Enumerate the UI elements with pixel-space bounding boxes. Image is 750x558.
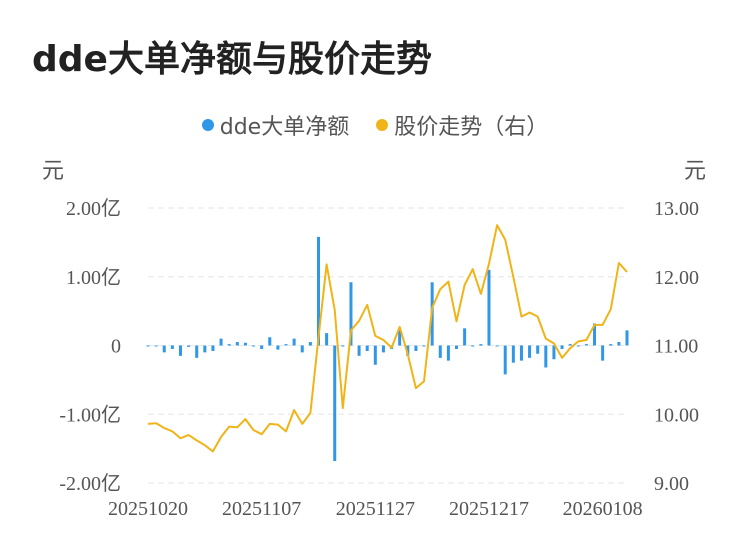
left-tick-label: 1.00亿 <box>66 266 121 289</box>
left-tick-label: 2.00亿 <box>66 197 121 220</box>
right-axis-unit: 元 <box>684 158 706 183</box>
x-tick-label: 20251217 <box>449 498 529 520</box>
x-tick-label: 20251107 <box>222 498 301 520</box>
dde-bar <box>438 345 442 358</box>
legend-label-dde: dde大单净额 <box>219 115 350 140</box>
dde-bar <box>414 345 418 351</box>
dde-bar <box>398 330 402 346</box>
legend-dot-price <box>376 119 389 131</box>
right-tick-label: 9.00 <box>654 473 689 495</box>
dde-bar <box>365 345 369 351</box>
dde-bar <box>276 345 280 350</box>
x-tick-label: 20251020 <box>108 498 188 520</box>
dde-bar <box>617 342 621 346</box>
dde-bar <box>162 345 166 353</box>
dde-bar <box>252 345 256 347</box>
dde-bar <box>308 342 312 346</box>
dde-bar <box>422 345 426 347</box>
dde-bar <box>219 338 223 346</box>
dde-bar <box>154 345 158 347</box>
dde-bar <box>593 323 597 346</box>
dde-bar <box>178 345 182 356</box>
dde-bar <box>609 344 613 346</box>
legend: dde大单净额 股价走势（右） <box>0 109 750 141</box>
dde-bar <box>487 269 491 346</box>
left-tick-label: -1.00亿 <box>59 403 121 426</box>
dde-bar <box>284 344 288 346</box>
dde-bar <box>260 345 264 349</box>
dde-bar <box>471 345 475 347</box>
dde-bar <box>552 345 556 360</box>
dde-bar <box>625 330 629 346</box>
price-line <box>147 224 628 453</box>
dde-bar <box>203 345 207 353</box>
dde-bar <box>463 328 467 346</box>
dde-bar <box>195 345 199 358</box>
dde-bar <box>528 345 532 358</box>
dde-bar <box>268 337 272 346</box>
dde-bar <box>292 338 296 346</box>
dde-bar <box>187 345 191 347</box>
dde-bar <box>325 333 329 346</box>
dde-bar <box>341 345 345 347</box>
dde-bar <box>584 344 588 346</box>
right-tick-label: 12.00 <box>654 267 699 289</box>
chart-title: dde大单净额与股价走势 <box>32 39 432 80</box>
left-axis-unit: 元 <box>42 158 64 183</box>
legend-item-price[interactable]: 股价走势（右） <box>376 109 548 141</box>
dde-bar <box>536 345 540 354</box>
right-tick-label: 13.00 <box>654 198 699 220</box>
dde-bar <box>560 345 564 349</box>
right-tick-label: 10.00 <box>654 404 699 426</box>
dde-bar <box>300 345 304 353</box>
dde-bar <box>390 345 394 349</box>
dde-bar <box>576 345 580 347</box>
dde-bar <box>243 342 247 346</box>
legend-dot-dde <box>201 119 214 131</box>
right-tick-label: 11.00 <box>654 336 698 358</box>
dde-bar <box>430 282 434 346</box>
legend-label-price: 股价走势（右） <box>394 115 549 140</box>
dde-bar <box>211 345 215 351</box>
dde-bar <box>519 345 523 361</box>
legend-item-dde[interactable]: dde大单净额 <box>201 109 350 141</box>
dde-bar <box>455 345 459 349</box>
dde-bar <box>227 344 231 346</box>
dde-bar <box>406 345 410 356</box>
x-tick-label: 20251127 <box>336 498 415 520</box>
dde-bar <box>373 345 377 365</box>
dde-bar <box>349 282 353 346</box>
dde-bar <box>170 345 174 349</box>
dde-bar <box>381 345 385 353</box>
left-tick-label: -2.00亿 <box>59 472 121 495</box>
dde-bar <box>357 345 361 356</box>
dde-bar <box>446 345 450 361</box>
dde-bar <box>511 345 515 363</box>
dde-bar <box>495 345 499 347</box>
dde-bar <box>601 345 605 361</box>
dde-bar <box>503 345 507 375</box>
dde-bar <box>479 344 483 346</box>
x-tick-label: 20260108 <box>563 498 643 520</box>
dde-bar <box>316 236 320 346</box>
dde-bar <box>333 345 337 461</box>
dde-bar <box>235 342 239 346</box>
dde-bar <box>146 345 150 347</box>
dde-bar <box>544 345 548 368</box>
dde-bar <box>568 344 572 346</box>
left-tick-label: 0 <box>111 336 121 358</box>
